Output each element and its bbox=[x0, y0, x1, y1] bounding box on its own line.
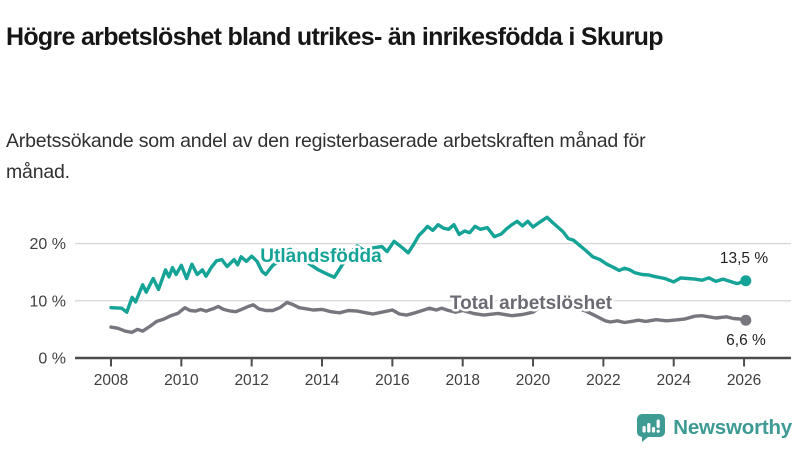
x-axis-tick-label: 2022 bbox=[586, 372, 620, 389]
page-subtitle: Arbetssökande som andel av den registerb… bbox=[6, 129, 646, 184]
y-axis-tick-label: 10 % bbox=[30, 293, 66, 310]
page-title: Högre arbetslöshet bland utrikes- än inr… bbox=[6, 22, 663, 51]
brand-name: Newsworthy bbox=[673, 416, 792, 439]
x-axis-tick-label: 2016 bbox=[375, 372, 409, 389]
y-axis-tick-label: 0 % bbox=[38, 351, 66, 368]
series-label: Total arbetslöshet bbox=[450, 293, 613, 314]
end-value-label-utlandsfodda: 13,5 % bbox=[720, 250, 768, 267]
x-axis-tick-label: 2020 bbox=[516, 372, 551, 389]
x-axis-tick-label: 2012 bbox=[234, 372, 268, 389]
series-label: Utlandsfödda bbox=[260, 246, 382, 267]
exclamation-dot bbox=[656, 429, 661, 433]
series-line-total bbox=[109, 300, 748, 335]
x-axis-tick-label: 2008 bbox=[94, 372, 128, 389]
x-axis-tick-label: 2026 bbox=[727, 372, 761, 389]
speech-bubble-shape bbox=[637, 414, 666, 442]
newsworthy-logo: Newsworthy bbox=[637, 412, 792, 444]
series-end-dot bbox=[740, 275, 752, 287]
bar-2 bbox=[647, 423, 651, 433]
bar-1 bbox=[642, 426, 646, 433]
exclamation-bar bbox=[656, 419, 661, 428]
x-axis-tick-label: 2024 bbox=[656, 372, 691, 389]
series-label: Total arbetslöshet bbox=[450, 293, 613, 314]
bar-3 bbox=[652, 427, 656, 433]
end-value-label-total: 6,6 % bbox=[726, 332, 766, 349]
x-axis-tick-label: 2014 bbox=[305, 372, 340, 389]
unemployment-line-chart: 0 % 10 % 20 % 2008 2010 2012 2014 2016 2018 2020 2… bbox=[30, 215, 791, 389]
y-axis-tick-label: 20 % bbox=[30, 236, 66, 253]
series-label: Utlandsfödda bbox=[260, 246, 382, 267]
newsworthy-logo-icon bbox=[637, 414, 666, 442]
x-axis-tick-label: 2018 bbox=[445, 372, 479, 389]
series-line-utlandsfodda bbox=[109, 215, 748, 314]
x-axis-tick-label: 2010 bbox=[164, 372, 199, 389]
series-end-dot bbox=[740, 314, 752, 326]
